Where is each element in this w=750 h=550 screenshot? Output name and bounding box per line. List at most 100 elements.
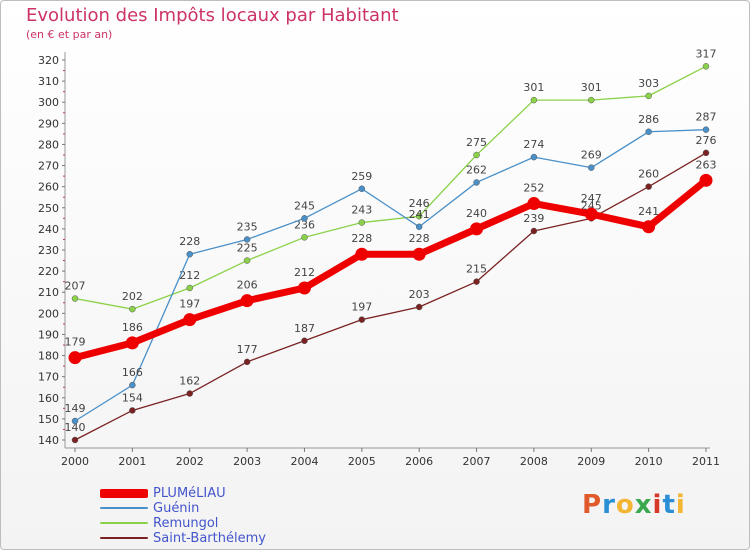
data-point xyxy=(645,128,652,136)
legend-swatch xyxy=(100,537,148,539)
data-point xyxy=(702,63,710,70)
legend-swatch xyxy=(100,507,148,509)
x-tick-label: 2010 xyxy=(635,455,663,468)
y-tick-label: 160 xyxy=(38,392,59,405)
logo-letter: i xyxy=(652,490,663,520)
x-tick-label: 2009 xyxy=(577,455,605,468)
data-label: 317 xyxy=(696,47,717,60)
data-point xyxy=(527,197,541,211)
data-point xyxy=(473,278,480,285)
data-point xyxy=(186,284,193,292)
data-point xyxy=(301,215,308,222)
data-point xyxy=(470,222,484,236)
data-point xyxy=(588,164,595,171)
data-label: 177 xyxy=(237,343,258,356)
data-label: 252 xyxy=(523,182,544,195)
y-tick-label: 170 xyxy=(38,371,59,384)
legend-item: PLUMéLIAU xyxy=(100,485,226,501)
y-tick-label: 240 xyxy=(38,223,59,236)
y-tick-label: 150 xyxy=(38,413,59,426)
data-label: 140 xyxy=(65,421,86,434)
data-label: 303 xyxy=(638,77,659,90)
chart-subtitle: (en € et par an) xyxy=(26,28,113,41)
series-line-0 xyxy=(71,176,710,362)
data-point xyxy=(243,358,251,366)
y-tick-label: 190 xyxy=(38,328,59,341)
data-label: 215 xyxy=(466,263,487,276)
x-tick-label: 2007 xyxy=(463,455,491,468)
x-tick-label: 2008 xyxy=(520,455,548,468)
logo-letter: x xyxy=(634,490,653,520)
data-label: 241 xyxy=(409,208,430,221)
data-label: 247 xyxy=(581,192,602,205)
data-point xyxy=(415,303,423,311)
data-label: 239 xyxy=(523,212,544,225)
data-label: 301 xyxy=(523,81,544,94)
y-tick-label: 300 xyxy=(38,96,59,109)
data-point xyxy=(129,305,136,313)
logo-letter: o xyxy=(615,490,635,520)
y-tick-label: 290 xyxy=(38,117,59,130)
data-label: 235 xyxy=(237,220,258,233)
data-point xyxy=(699,173,713,187)
x-tick-label: 2004 xyxy=(290,455,318,468)
logo-letter: i xyxy=(675,490,686,520)
series-line-2 xyxy=(74,65,707,310)
data-label: 197 xyxy=(351,301,372,314)
legend-item: Remungol xyxy=(100,515,218,531)
data-label: 241 xyxy=(638,205,659,218)
data-point xyxy=(530,96,538,104)
data-label: 269 xyxy=(581,149,602,162)
data-label: 228 xyxy=(179,235,200,248)
y-tick-label: 230 xyxy=(38,244,59,257)
data-label: 260 xyxy=(638,168,659,181)
data-point xyxy=(301,234,308,241)
data-point xyxy=(415,223,423,231)
data-point xyxy=(129,381,136,389)
data-label: 262 xyxy=(466,163,487,176)
x-tick-label: 2005 xyxy=(348,455,376,468)
data-point xyxy=(702,126,710,133)
data-point xyxy=(588,96,595,104)
proxiti-logo: Proxiti xyxy=(582,490,686,520)
data-point xyxy=(642,220,656,234)
data-label: 240 xyxy=(466,207,487,220)
data-point xyxy=(71,417,79,425)
legend-swatch xyxy=(100,488,148,498)
data-label: 179 xyxy=(65,336,86,349)
data-point xyxy=(186,250,193,258)
y-tick-label: 220 xyxy=(38,265,59,278)
x-tick-label: 2011 xyxy=(692,455,720,468)
data-point xyxy=(412,247,426,261)
legend-label: PLUMéLIAU xyxy=(153,485,226,501)
y-tick-label: 210 xyxy=(38,286,59,299)
data-label: 245 xyxy=(294,199,315,212)
legend-item: Guénin xyxy=(100,500,199,516)
data-point xyxy=(584,207,598,221)
data-label: 301 xyxy=(581,81,602,94)
data-point xyxy=(68,351,82,365)
data-point xyxy=(301,337,308,345)
data-label: 202 xyxy=(122,290,143,303)
x-tick-label: 2006 xyxy=(405,455,433,468)
legend-label: Saint-Barthélemy xyxy=(153,530,266,546)
y-tick-label: 320 xyxy=(38,54,59,67)
data-label: 246 xyxy=(409,197,430,210)
data-label: 154 xyxy=(122,391,143,404)
data-label: 276 xyxy=(696,134,717,147)
y-tick-label: 140 xyxy=(38,434,59,447)
x-tick-label: 2002 xyxy=(176,455,204,468)
data-label: 212 xyxy=(179,269,200,282)
data-label: 286 xyxy=(638,113,659,126)
data-label: 212 xyxy=(294,266,315,279)
data-label: 186 xyxy=(122,321,143,334)
logo-letter: P xyxy=(582,490,603,520)
data-label: 287 xyxy=(696,111,717,124)
data-point xyxy=(183,313,197,327)
data-label: 207 xyxy=(65,280,86,293)
data-label: 149 xyxy=(65,402,86,415)
data-point xyxy=(240,294,254,308)
data-point xyxy=(415,212,423,220)
data-point xyxy=(473,151,480,159)
